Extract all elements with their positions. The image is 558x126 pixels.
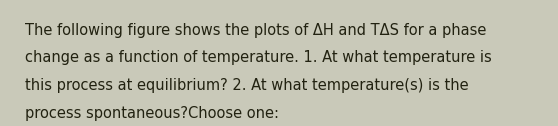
Text: process spontaneous?Choose one:: process spontaneous?Choose one: [25, 106, 279, 121]
Text: The following figure shows the plots of ΔH and TΔS for a phase: The following figure shows the plots of … [25, 23, 487, 38]
Text: change as a function of temperature. 1. At what temperature is: change as a function of temperature. 1. … [25, 50, 492, 65]
Text: this process at equilibrium? 2. At what temperature(s) is the: this process at equilibrium? 2. At what … [25, 78, 469, 93]
